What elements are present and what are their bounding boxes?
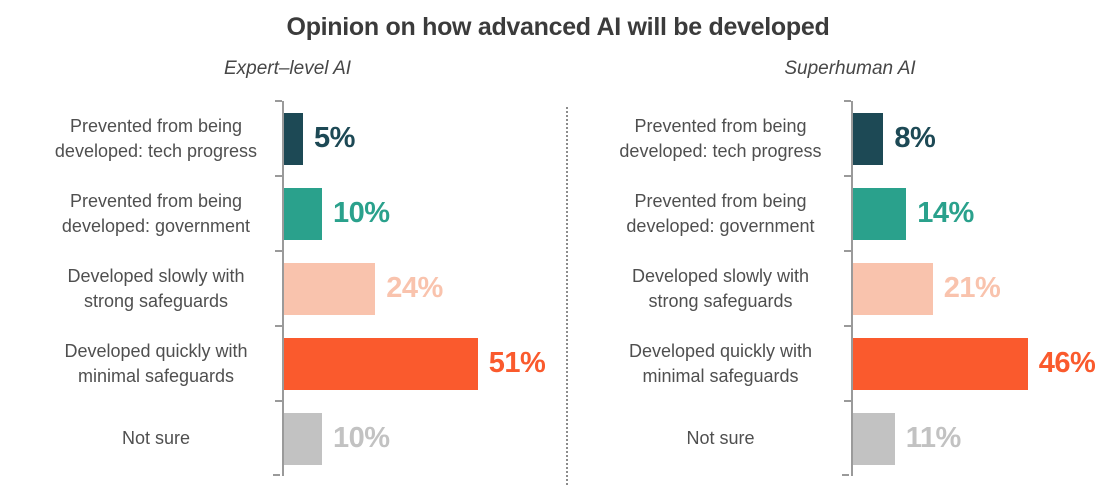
bar-area: 14% [844, 175, 1110, 251]
category-label: Prevented from being developed: tech pro… [54, 116, 258, 161]
bar [284, 262, 376, 315]
bar-rows: Prevented from being developed: tech pro… [30, 100, 546, 476]
bar-row: Not sure 11% [590, 400, 1110, 476]
bar-row: Developed slowly with strong safeguards 2… [30, 250, 545, 326]
chart-panels: Prevented from being developed: tech pro… [0, 100, 1116, 476]
value-label: 11% [905, 422, 961, 454]
bar [284, 112, 303, 165]
panel-divider-line [566, 107, 568, 485]
category-label: Developed slowly with strong safeguards [631, 266, 810, 311]
bar-area: 10% [275, 400, 545, 476]
bar-row: Developed quickly with minimal safeguard… [30, 325, 546, 401]
bar [284, 337, 478, 390]
bar-area: 11% [844, 400, 1110, 476]
category-label: Developed slowly with strong safeguards [67, 266, 245, 311]
bar [853, 112, 884, 165]
value-label: 46% [1038, 347, 1096, 379]
category-label: Prevented from being developed: governme… [626, 191, 815, 236]
bar-area: 8% [844, 100, 1110, 176]
value-label: 8% [894, 122, 936, 154]
panel-subtitles: Expert–level AI Superhuman AI [0, 58, 1116, 80]
category-label: Developed quickly with minimal safeguard… [628, 341, 813, 386]
value-label: 24% [386, 272, 443, 304]
subtitle-superhuman-ai: Superhuman AI [784, 58, 916, 79]
value-label: 10% [333, 422, 390, 454]
bar-area: 46% [844, 325, 1110, 401]
value-label: 14% [917, 197, 974, 229]
bar [284, 412, 322, 465]
value-label: 51% [488, 347, 546, 379]
bar [853, 412, 895, 465]
bar [853, 337, 1028, 390]
value-label: 21% [943, 272, 1001, 304]
category-label: Developed quickly with minimal safeguard… [64, 341, 248, 386]
category-label: Not sure [121, 428, 191, 449]
bar-row: Developed slowly with strong safeguards 2… [590, 250, 1110, 326]
category-label: Prevented from being developed: governme… [61, 191, 251, 236]
panel-superhuman-ai: Prevented from being developed: tech pro… [590, 100, 1110, 476]
subtitle-expert-level-ai: Expert–level AI [223, 58, 352, 79]
bar-row: Prevented from being developed: tech pro… [590, 100, 1110, 176]
bar-area: 5% [275, 100, 545, 176]
category-label: Prevented from being developed: tech pro… [619, 116, 822, 161]
bar [284, 187, 322, 240]
bar-area: 24% [275, 250, 545, 326]
bar-row: Prevented from being developed: governme… [30, 175, 545, 251]
bar-area: 51% [274, 325, 546, 401]
bar-row: Prevented from being developed: governme… [590, 175, 1110, 251]
bar-row: Not sure 10% [30, 400, 545, 476]
bar-area: 21% [844, 250, 1110, 326]
bar-area: 10% [275, 175, 545, 251]
chart-title: Opinion on how advanced AI will be devel… [286, 13, 830, 41]
bar-row: Developed quickly with minimal safeguard… [590, 325, 1110, 401]
bar [853, 187, 907, 240]
panel-expert-level-ai: Prevented from being developed: tech pro… [30, 100, 546, 476]
bar-row: Prevented from being developed: tech pro… [30, 100, 545, 176]
value-label: 10% [333, 197, 390, 229]
category-label: Not sure [686, 428, 755, 449]
bar-rows: Prevented from being developed: tech pro… [590, 100, 1110, 476]
bar [853, 262, 933, 315]
value-label: 5% [314, 122, 355, 154]
